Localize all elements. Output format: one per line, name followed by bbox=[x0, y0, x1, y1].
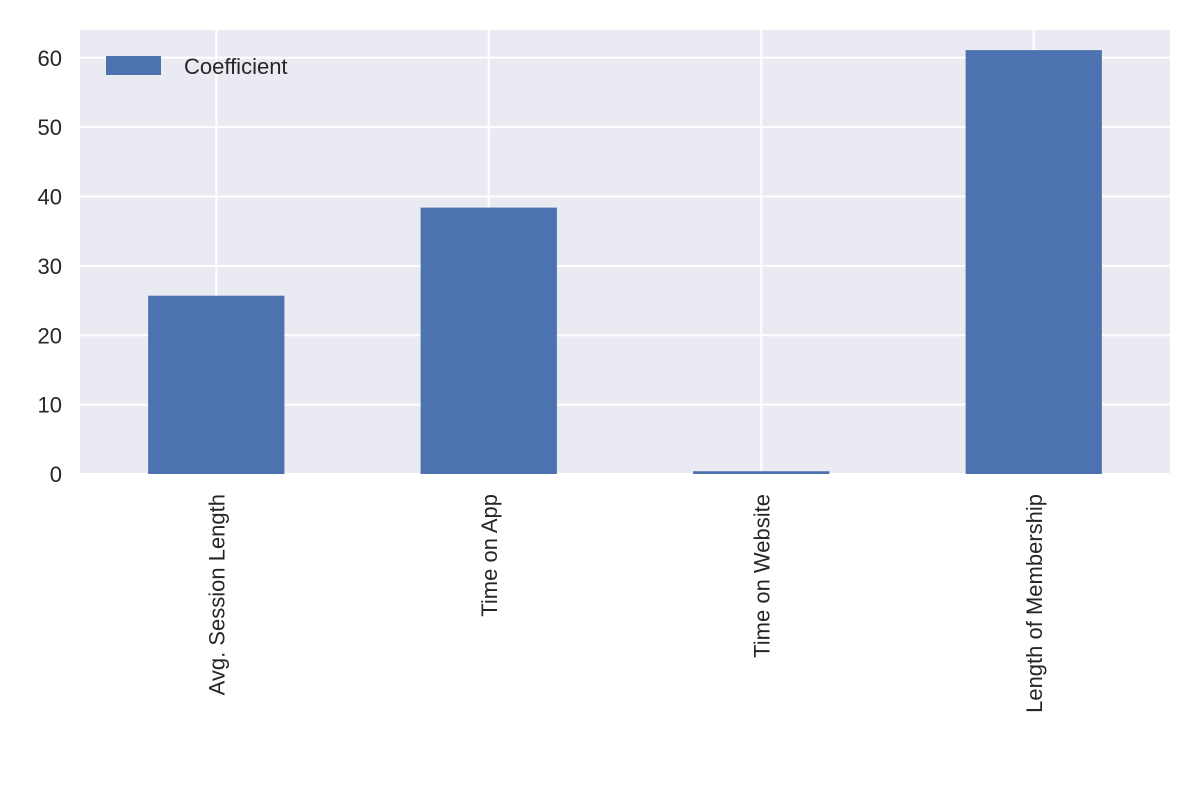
x-tick-label: Time on App bbox=[477, 494, 502, 617]
bar bbox=[420, 207, 557, 474]
bar bbox=[965, 50, 1102, 475]
y-tick-label: 50 bbox=[38, 115, 62, 140]
bar bbox=[148, 295, 285, 474]
x-axis-tick-labels: Avg. Session Length Time on App Time on We… bbox=[204, 494, 1047, 713]
legend-swatch bbox=[106, 56, 161, 75]
bar bbox=[693, 471, 830, 474]
x-tick-label: Length of Membership bbox=[1022, 494, 1047, 713]
y-tick-label: 20 bbox=[38, 323, 62, 348]
x-tick-label: Avg. Session Length bbox=[204, 494, 229, 695]
legend: Coefficient bbox=[106, 54, 288, 79]
y-axis-tick-labels: 0 10 20 30 40 50 60 bbox=[38, 46, 62, 487]
legend-label: Coefficient bbox=[184, 54, 288, 79]
y-tick-label: 10 bbox=[38, 393, 62, 418]
y-tick-label: 30 bbox=[38, 254, 62, 279]
x-tick-label: Time on Website bbox=[749, 494, 774, 658]
y-tick-label: 60 bbox=[38, 46, 62, 71]
bars-group bbox=[148, 50, 1102, 475]
y-tick-label: 40 bbox=[38, 185, 62, 210]
y-tick-label: 0 bbox=[50, 462, 62, 487]
